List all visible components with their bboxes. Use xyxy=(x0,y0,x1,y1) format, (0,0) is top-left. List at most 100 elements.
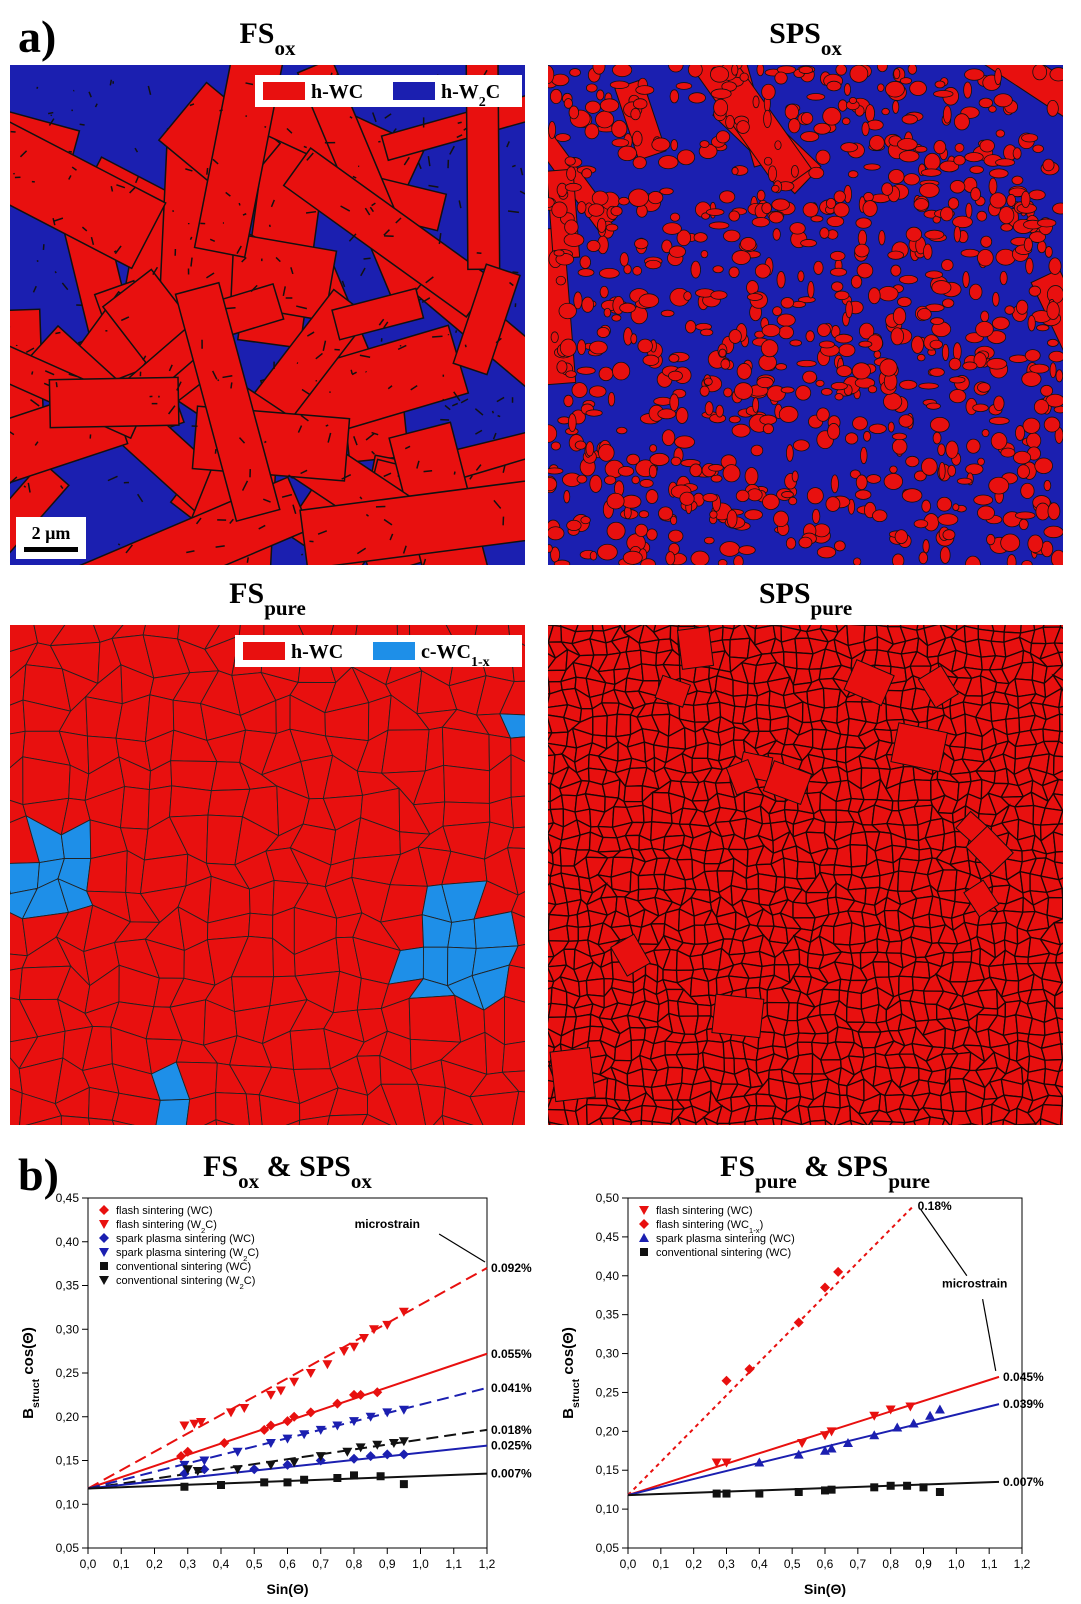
grain xyxy=(587,240,600,251)
fit-line xyxy=(88,1268,487,1489)
grain xyxy=(1027,433,1041,448)
grain xyxy=(752,217,769,226)
grain xyxy=(690,464,702,477)
grain xyxy=(768,166,776,182)
marker xyxy=(266,1391,276,1400)
marker xyxy=(887,1482,895,1490)
grain xyxy=(942,344,948,360)
grain xyxy=(542,478,556,491)
marker xyxy=(300,1476,308,1484)
grain xyxy=(585,101,600,113)
chart-title-part: ox xyxy=(238,1169,260,1193)
grain xyxy=(720,542,740,557)
marker xyxy=(399,1449,409,1459)
grain xyxy=(670,394,679,411)
grain xyxy=(773,1118,782,1138)
y-tick-label: 0,30 xyxy=(596,1347,620,1361)
grain xyxy=(1050,363,1056,378)
marker xyxy=(640,1248,648,1256)
annotation-arrow xyxy=(983,1299,996,1371)
grain xyxy=(801,239,817,246)
grain xyxy=(797,862,816,879)
y-tick-label: 0,25 xyxy=(596,1385,620,1399)
grain xyxy=(912,962,929,978)
marker xyxy=(744,1364,754,1374)
grain xyxy=(1015,512,1035,519)
grain xyxy=(409,995,460,1042)
grain xyxy=(762,325,780,337)
grain xyxy=(557,183,567,196)
grain xyxy=(757,718,771,731)
grain xyxy=(598,444,614,461)
grain xyxy=(806,331,814,342)
grain xyxy=(734,383,752,400)
grain xyxy=(753,398,759,413)
grain xyxy=(670,90,679,103)
legend-label: flash sintering (WC) xyxy=(656,1205,753,1217)
grain xyxy=(570,69,581,77)
grain xyxy=(663,223,682,235)
grain xyxy=(539,425,556,443)
grain xyxy=(592,191,608,205)
grain xyxy=(1047,302,1059,320)
grain xyxy=(646,490,658,504)
grain xyxy=(888,251,904,259)
defect xyxy=(423,117,425,127)
grain xyxy=(841,143,858,152)
grain xyxy=(607,493,624,509)
grain xyxy=(933,432,941,444)
grain xyxy=(170,786,212,817)
grain xyxy=(799,537,812,548)
x-tick-label: 0,0 xyxy=(620,1557,637,1571)
grain xyxy=(949,390,965,403)
grain xyxy=(973,404,989,412)
grain xyxy=(808,281,814,298)
grain xyxy=(1054,756,1076,775)
grain xyxy=(957,478,972,484)
grain xyxy=(803,203,818,217)
marker xyxy=(306,1407,316,1417)
grain xyxy=(899,415,913,427)
grain xyxy=(622,495,641,508)
marker xyxy=(366,1451,376,1461)
grain xyxy=(691,261,701,278)
grain xyxy=(1007,194,1016,206)
grain xyxy=(600,99,618,112)
grain xyxy=(943,106,951,123)
grain xyxy=(830,251,845,260)
grain xyxy=(723,230,740,242)
grain xyxy=(704,537,714,544)
grain xyxy=(565,1126,579,1133)
grain xyxy=(630,1028,646,1041)
grain xyxy=(1015,956,1029,964)
grain xyxy=(1035,458,1053,474)
grain xyxy=(751,445,763,456)
grain xyxy=(818,324,831,337)
grain xyxy=(753,96,759,108)
grain xyxy=(850,65,868,82)
grain xyxy=(823,107,841,125)
grain xyxy=(801,132,819,142)
grain xyxy=(791,165,798,177)
grain xyxy=(846,301,853,318)
grain xyxy=(977,211,987,221)
defect xyxy=(124,482,129,484)
grain xyxy=(698,1005,711,1016)
grain xyxy=(551,442,560,450)
x-tick-label: 0,2 xyxy=(146,1557,163,1571)
micrograph xyxy=(533,610,1076,1139)
grain xyxy=(613,1118,632,1139)
grain xyxy=(963,271,970,287)
grain xyxy=(1016,1124,1036,1133)
defect xyxy=(358,165,359,167)
grain xyxy=(556,276,565,285)
grain xyxy=(534,1017,548,1031)
grain xyxy=(671,139,678,150)
grain xyxy=(954,114,969,130)
grain xyxy=(889,170,905,184)
grain xyxy=(965,556,980,573)
chart-title-part: FS xyxy=(203,1150,238,1183)
legend-label-part: flash sintering (WC) xyxy=(656,1205,753,1217)
grain xyxy=(647,529,658,540)
grain xyxy=(701,250,708,257)
